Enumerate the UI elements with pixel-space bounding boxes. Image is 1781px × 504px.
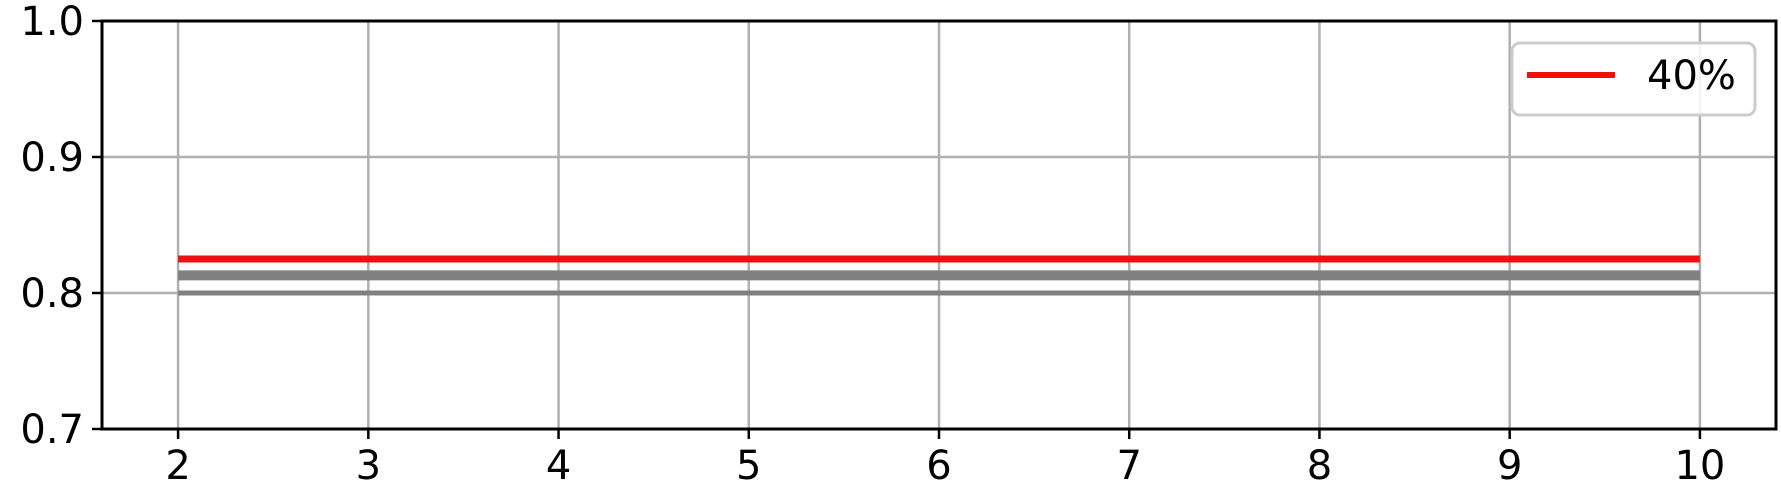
y-tick-label-2: 0.9 [20,135,84,181]
x-tick-label-5: 7 [1117,443,1142,489]
y-axis: 0.7 0.8 0.9 1.0 [20,0,102,453]
x-tick-label-7: 9 [1497,443,1522,489]
x-tick-label-8: 10 [1674,443,1725,489]
series-lines [178,255,1700,296]
legend-box [1510,41,1757,117]
x-axis: 2 3 4 5 6 7 8 9 10 [165,429,1725,489]
legend-label-40: 40% [1647,53,1736,99]
x-tick-label-6: 8 [1307,443,1332,489]
x-tick-label-1: 3 [356,443,381,489]
y-tick-label-0: 0.7 [20,407,84,453]
legend: 40% [1510,41,1757,117]
x-tick-label-4: 6 [926,443,951,489]
y-tick-label-3: 1.0 [20,0,84,45]
x-tick-label-3: 5 [736,443,761,489]
x-tick-label-2: 4 [546,443,571,489]
x-tick-label-0: 2 [165,443,190,489]
y-tick-label-1: 0.8 [20,271,84,317]
